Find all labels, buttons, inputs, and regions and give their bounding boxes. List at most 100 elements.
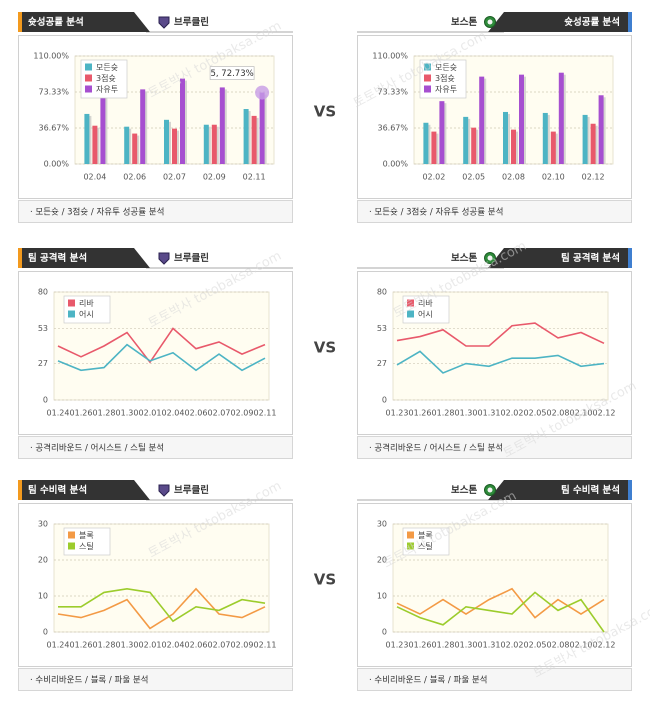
section-title: 팀 공격력 분석 — [561, 252, 620, 264]
x-tick-label: 01.30 — [455, 409, 478, 418]
tooltip-box — [209, 66, 255, 80]
x-tick-label: 02.01 — [139, 641, 162, 650]
x-tick-label: 01.28 — [93, 409, 116, 418]
legend-swatch — [424, 85, 431, 93]
legend-label: 리바 — [418, 298, 433, 308]
x-tick-label: 02.09 — [231, 409, 254, 418]
y-tick-label: 110.00% — [372, 52, 408, 61]
team-logo-inner — [487, 19, 493, 25]
bar — [550, 131, 556, 164]
bar — [219, 87, 225, 164]
x-tick-label: 01.30 — [116, 409, 139, 418]
x-tick-label: 01.30 — [116, 641, 139, 650]
header-accent — [628, 12, 632, 32]
y-tick-label: 10 — [377, 592, 387, 601]
legend-swatch — [68, 310, 75, 318]
x-tick-label: 01.28 — [432, 641, 455, 650]
bar — [590, 123, 596, 164]
bar — [164, 119, 169, 164]
bar — [439, 101, 445, 164]
bar — [180, 78, 185, 164]
team-logo — [158, 252, 170, 265]
section-title: 슛성공률 분석 — [564, 16, 620, 28]
y-tick-label: 0 — [43, 628, 48, 637]
x-tick-label: 01.28 — [93, 641, 116, 650]
bar — [132, 133, 138, 164]
x-tick-label: 02.09 — [203, 173, 226, 182]
footer-text: · 수비리바운드 / 블록 / 파울 분석 — [369, 675, 487, 686]
line-series — [396, 591, 605, 633]
line-series — [396, 322, 605, 347]
x-tick-label: 02.08 — [547, 641, 570, 650]
footer-text: · 수비리바운드 / 블록 / 파울 분석 — [30, 675, 148, 686]
bar — [598, 95, 604, 164]
legend-label: 3점슛 — [96, 73, 116, 83]
footer-box — [18, 200, 293, 223]
y-tick-label: 27 — [38, 359, 48, 368]
legend-swatch — [85, 63, 92, 71]
legend-label: 모든슛 — [96, 63, 118, 72]
x-tick-label: 02.10 — [542, 173, 565, 182]
legend-swatch — [407, 299, 414, 307]
footer-box — [18, 436, 293, 459]
x-tick-label: 02.11 — [254, 409, 277, 418]
y-tick-label: 0 — [382, 628, 387, 637]
legend-label: 리바 — [79, 298, 94, 308]
x-tick-label: 02.02 — [501, 409, 524, 418]
bar — [243, 109, 249, 164]
y-tick-label: 80 — [377, 288, 387, 297]
header-tab — [18, 480, 150, 500]
x-tick-label: 02.02 — [422, 173, 445, 182]
header-accent — [628, 248, 632, 268]
y-tick-label: 53 — [38, 324, 48, 333]
legend-swatch — [68, 542, 75, 550]
x-tick-label: 02.08 — [502, 173, 525, 182]
x-tick-label: 01.26 — [70, 641, 93, 650]
bar — [423, 122, 429, 164]
x-tick-label: 02.07 — [208, 409, 231, 418]
vs-label: VS — [314, 339, 336, 357]
highlight — [255, 85, 270, 100]
team-logo-inner — [487, 487, 493, 493]
team-logo — [158, 484, 170, 497]
x-tick-label: 02.12 — [582, 173, 605, 182]
footer-box — [357, 200, 632, 223]
section-title: 팀 수비력 분석 — [561, 484, 620, 496]
bar — [519, 74, 524, 164]
section-title: 슛성공률 분석 — [28, 16, 84, 28]
bar — [172, 128, 177, 164]
footer-box — [357, 436, 632, 459]
header-accent — [18, 248, 22, 268]
y-tick-label: 30 — [38, 520, 48, 529]
header-tab — [18, 248, 150, 268]
y-tick-label: 36.67% — [377, 123, 408, 132]
y-tick-label: 73.33% — [38, 88, 69, 97]
header-tab — [488, 12, 632, 32]
x-tick-label: 02.06 — [123, 173, 146, 182]
footer-text: · 공격리바운드 / 어시스트 / 스틸 분석 — [369, 443, 503, 454]
legend-swatch — [68, 531, 75, 539]
bar — [211, 124, 217, 164]
bar — [140, 89, 146, 164]
header-tab — [488, 248, 632, 268]
y-tick-label: 53 — [377, 324, 387, 333]
y-tick-label: 0 — [43, 396, 48, 405]
bar — [251, 115, 257, 164]
section-title: 팀 공격력 분석 — [28, 252, 87, 264]
y-tick-label: 80 — [38, 288, 48, 297]
y-tick-label: 10 — [38, 592, 48, 601]
legend-label: 블록 — [418, 530, 433, 540]
x-tick-label: 01.23 — [386, 409, 409, 418]
footer-text: · 모든슛 / 3점슛 / 자유투 성공률 분석 — [30, 207, 164, 218]
team-name: 보스톤 — [451, 253, 477, 264]
legend-label: 모든슛 — [435, 63, 457, 72]
x-tick-label: 02.01 — [139, 409, 162, 418]
legend-swatch — [407, 310, 414, 318]
bar — [203, 124, 209, 164]
bar — [479, 76, 485, 164]
section-title: 팀 수비력 분석 — [28, 484, 87, 496]
y-tick-label: 30 — [377, 520, 387, 529]
x-tick-label: 02.04 — [83, 173, 106, 182]
bar — [558, 72, 564, 164]
